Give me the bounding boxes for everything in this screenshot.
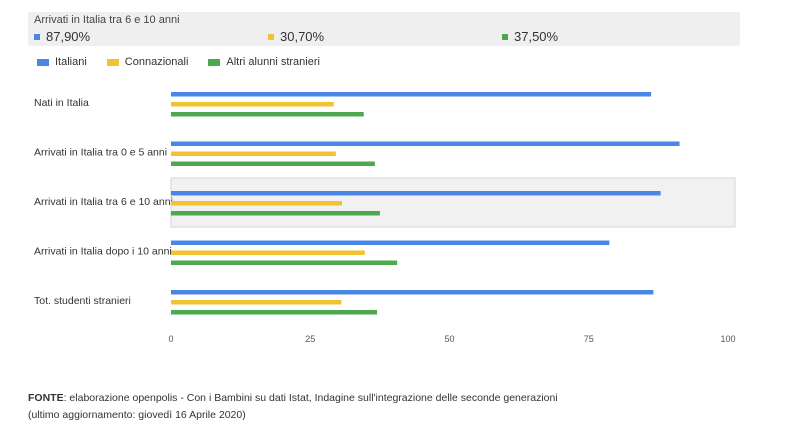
source-label: FONTE (28, 392, 64, 404)
update-line: (ultimo aggiornamento: giovedì 16 Aprile… (28, 409, 246, 421)
legend-label-connazionali: Connazionali (124, 56, 189, 68)
bar[interactable] (171, 290, 654, 295)
bar[interactable] (171, 161, 375, 167)
category-label: Tot. studenti stranieri (34, 295, 131, 307)
bar-chart: Nati in Italia Arrivati in Italia tra 0 e… (34, 92, 736, 344)
bar[interactable] (171, 191, 661, 196)
bar[interactable] (171, 102, 334, 107)
tooltip-value-connazionali: 30,70% (268, 29, 324, 44)
bar[interactable] (171, 151, 336, 157)
legend-swatch-connazionali (106, 58, 119, 66)
bar[interactable] (171, 201, 342, 206)
tooltip-value-italiani: 87,90% (34, 29, 90, 44)
bar[interactable] (171, 300, 342, 305)
x-tick-label: 100 (720, 334, 735, 344)
legend-label-italiani: Italiani (55, 56, 87, 68)
tooltip-swatch-connazionali (268, 33, 274, 40)
category-label: Arrivati in Italia dopo i 10 anni (34, 246, 172, 258)
bar[interactable] (171, 211, 380, 216)
x-tick-label: 75 (584, 334, 594, 344)
legend-label-altri: Altri alunni stranieri (226, 56, 320, 68)
bar[interactable] (171, 141, 680, 147)
source-text: : elaborazione openpolis - Con i Bambini… (63, 392, 558, 404)
legend-item-connazionali[interactable]: Connazionali (106, 56, 189, 68)
tooltip-swatch-italiani (34, 33, 40, 40)
legend-item-italiani[interactable]: Italiani (37, 56, 87, 68)
tooltip-value-altri-text: 37,50% (514, 29, 559, 44)
x-tick-label: 50 (444, 334, 454, 344)
tooltip-value-italiani-text: 87,90% (46, 29, 91, 44)
legend-swatch-altri (208, 58, 221, 66)
hover-tooltip: Arrivati in Italia tra 6 e 10 anni 87,90… (28, 12, 740, 46)
bar[interactable] (171, 250, 365, 256)
x-tick-label: 25 (305, 334, 315, 344)
bar[interactable] (171, 260, 398, 266)
tooltip-title: Arrivati in Italia tra 6 e 10 anni (34, 14, 180, 26)
bar[interactable] (171, 112, 364, 117)
chart-legend: Italiani Connazionali Altri alunni stran… (37, 56, 340, 68)
tooltip-value-connazionali-text: 30,70% (280, 29, 325, 44)
legend-item-altri[interactable]: Altri alunni stranieri (208, 56, 320, 68)
bar[interactable] (171, 240, 610, 246)
category-label: Nati in Italia (34, 97, 89, 109)
source-note: FONTE: elaborazione openpolis - Con i Ba… (28, 390, 558, 424)
tooltip-swatch-altri (502, 33, 508, 40)
source-line: FONTE: elaborazione openpolis - Con i Ba… (28, 390, 558, 407)
x-tick-label: 0 (168, 334, 173, 344)
bar[interactable] (171, 92, 652, 97)
bar[interactable] (171, 310, 378, 315)
legend-swatch-italiani (37, 58, 49, 66)
category-label: Arrivati in Italia tra 6 e 10 anni (34, 196, 173, 208)
category-label: Arrivati in Italia tra 0 e 5 anni (34, 147, 167, 159)
tooltip-value-altri: 37,50% (502, 29, 558, 44)
